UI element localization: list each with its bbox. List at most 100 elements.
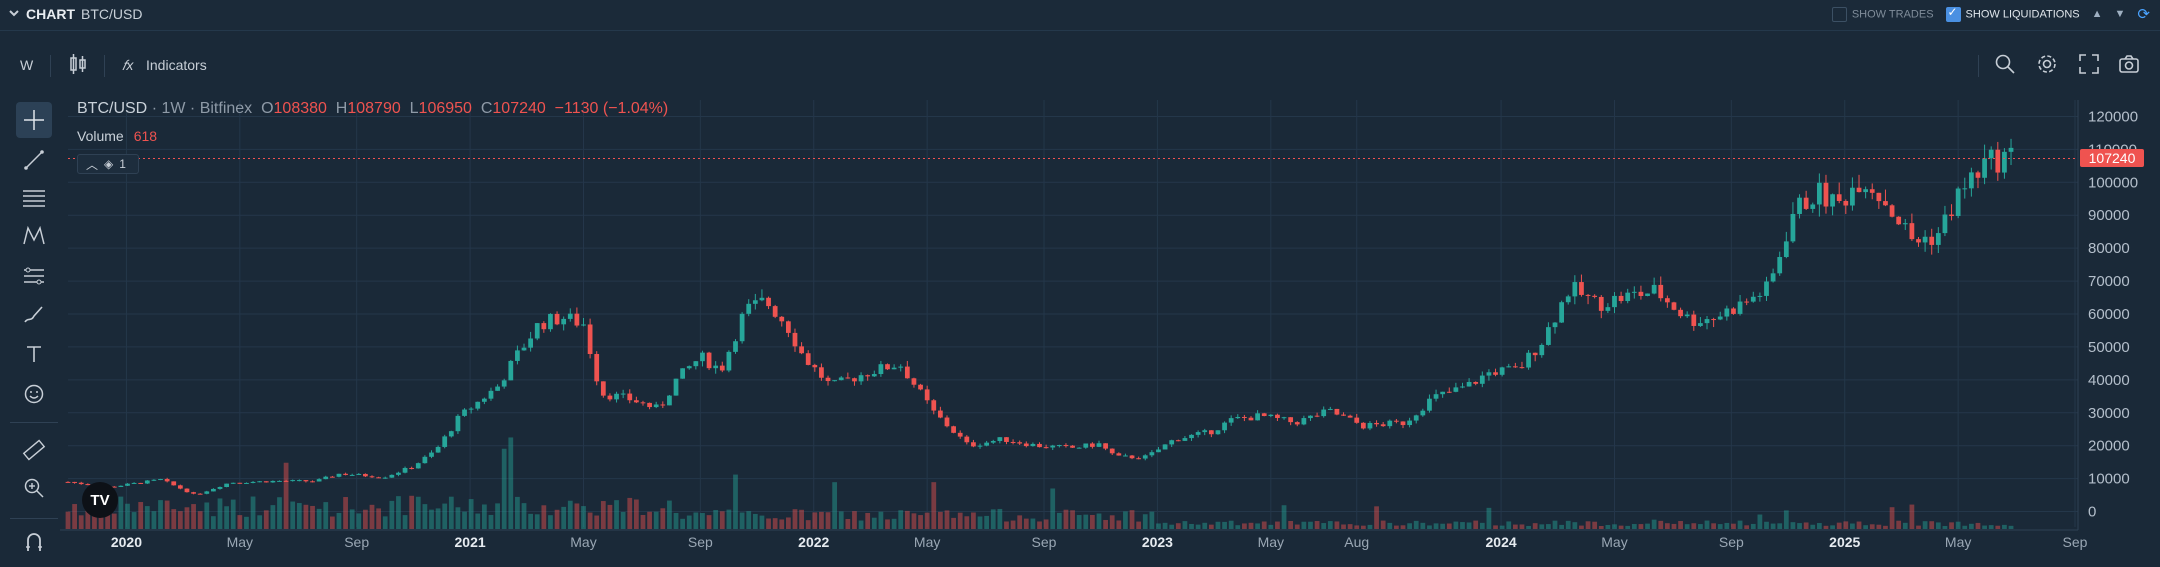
legend-high-label: H xyxy=(335,100,348,117)
candle-body xyxy=(1724,308,1730,317)
volume-bar xyxy=(1797,523,1802,529)
zoom-in-icon[interactable] xyxy=(16,470,52,506)
search-icon[interactable] xyxy=(1994,53,2016,78)
volume-bar xyxy=(852,511,857,529)
volume-bar xyxy=(1691,523,1697,529)
volume-bar xyxy=(1770,523,1776,529)
fib-retracement-icon[interactable] xyxy=(16,180,52,216)
volume-bar xyxy=(1968,523,1974,529)
volume-bar xyxy=(746,511,752,529)
volume-bar xyxy=(739,512,745,529)
volume-bar xyxy=(217,498,223,529)
candle-body xyxy=(792,332,798,347)
chevron-down-icon[interactable] xyxy=(8,6,20,22)
candle-body xyxy=(1526,352,1531,368)
interval-button[interactable]: W xyxy=(20,57,34,73)
candle-body xyxy=(1149,452,1155,456)
crosshair-icon[interactable] xyxy=(16,102,52,138)
tradingview-logo[interactable]: TV xyxy=(82,482,118,518)
volume-bar xyxy=(951,517,956,529)
show-trades-toggle[interactable]: SHOW TRADES xyxy=(1831,6,1934,22)
candle-body xyxy=(184,488,190,493)
camera-icon[interactable] xyxy=(2118,53,2140,78)
time-tick-label: May xyxy=(1601,534,1627,550)
candle-body xyxy=(1889,205,1895,217)
volume-bar xyxy=(389,500,395,529)
volume-bar xyxy=(1156,523,1161,529)
volume-bar xyxy=(468,499,474,529)
volume-bar xyxy=(825,512,831,529)
candle-body xyxy=(825,377,831,382)
pattern-icon[interactable] xyxy=(16,218,52,254)
candle-body xyxy=(647,402,652,408)
candle-body xyxy=(819,367,824,378)
show-liquidations-label: SHOW LIQUIDATIONS xyxy=(1965,7,2080,20)
candle-body xyxy=(1711,319,1717,321)
candle-body xyxy=(1123,455,1128,457)
candle-body xyxy=(1175,440,1181,442)
candle-body xyxy=(1565,296,1571,303)
caret-up-icon[interactable]: ▲ xyxy=(2091,8,2103,20)
volume-bar xyxy=(369,504,375,529)
candle-body xyxy=(1182,438,1188,441)
candle-body xyxy=(812,364,818,368)
candle-body xyxy=(1949,214,1954,217)
collapse-indicators-button[interactable]: ︿ ◈ 1 xyxy=(77,154,139,174)
refresh-icon[interactable]: ⟳ xyxy=(2137,6,2150,23)
candle-body xyxy=(290,480,296,482)
candle-body xyxy=(250,481,256,483)
candle-body xyxy=(1288,417,1294,423)
settings-icon[interactable] xyxy=(2036,53,2058,78)
ruler-icon[interactable] xyxy=(16,432,52,468)
volume-bar xyxy=(1916,525,1921,529)
volume-bar xyxy=(594,515,600,529)
show-liquidations-toggle[interactable]: SHOW LIQUIDATIONS xyxy=(1945,5,2080,22)
volume-bar xyxy=(1592,521,1598,529)
panel-title[interactable]: CHART BTC/USD xyxy=(8,6,142,22)
fullscreen-icon[interactable] xyxy=(2078,53,2100,78)
caret-down-icon[interactable]: ▼ xyxy=(2114,8,2126,20)
price-tick-label: 10000 xyxy=(2088,471,2130,488)
indicators-button[interactable]: Indicators xyxy=(146,57,207,73)
magnet-icon[interactable] xyxy=(16,524,52,560)
candle-style-icon[interactable] xyxy=(68,53,88,78)
volume-bar xyxy=(1116,520,1122,529)
candle-body xyxy=(1856,187,1862,193)
emoji-icon[interactable] xyxy=(16,376,52,412)
candle-body xyxy=(1744,301,1750,303)
candle-body xyxy=(1803,197,1809,209)
volume-bar xyxy=(1129,510,1135,529)
volume-bar xyxy=(614,500,619,529)
trend-line-icon[interactable] xyxy=(16,142,52,178)
candle-body xyxy=(858,375,864,382)
volume-bar xyxy=(429,509,434,529)
candle-body xyxy=(1056,445,1062,447)
volume-bar xyxy=(2002,524,2007,529)
candle-body xyxy=(1598,296,1604,311)
text-icon[interactable] xyxy=(16,336,52,372)
volume-bar xyxy=(1645,523,1650,529)
candle-body xyxy=(521,347,527,351)
brush-icon[interactable] xyxy=(16,296,52,332)
volume-bar xyxy=(1803,522,1809,529)
candle-body xyxy=(1360,422,1366,429)
volume-bar xyxy=(607,504,613,529)
volume-bar xyxy=(1063,509,1069,529)
show-trades-checkbox[interactable] xyxy=(1831,6,1847,22)
candle-body xyxy=(336,473,342,477)
measure-projection-icon[interactable] xyxy=(16,258,52,294)
volume-bar xyxy=(686,515,692,529)
volume-bar xyxy=(1413,520,1419,529)
candle-body xyxy=(891,367,897,370)
candle-body xyxy=(1367,422,1373,429)
show-liquidations-checkbox[interactable] xyxy=(1945,5,1961,22)
candle-body xyxy=(1797,197,1802,214)
volume-bar xyxy=(1374,506,1379,529)
candle-body xyxy=(389,474,395,478)
legend-symbol: BTC/USD xyxy=(77,100,148,117)
candle-body xyxy=(118,485,124,487)
candle-body xyxy=(1453,387,1459,392)
function-icon[interactable]: 𝑓x xyxy=(122,57,134,73)
